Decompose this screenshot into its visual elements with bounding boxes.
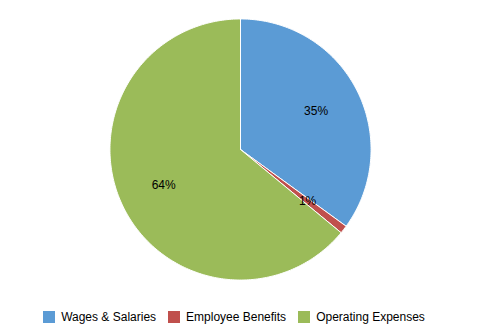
svg-text:64%: 64%: [152, 178, 176, 192]
html-text:Employee Benefits: Employee Benefits: [186, 309, 287, 324]
svg-text:35%: 35%: [304, 104, 328, 118]
html-text:Operating Expenses: Operating Expenses: [316, 309, 425, 324]
svg-text:1%: 1%: [299, 194, 317, 208]
html-text:Wages & Salaries: Wages & Salaries: [61, 309, 157, 324]
